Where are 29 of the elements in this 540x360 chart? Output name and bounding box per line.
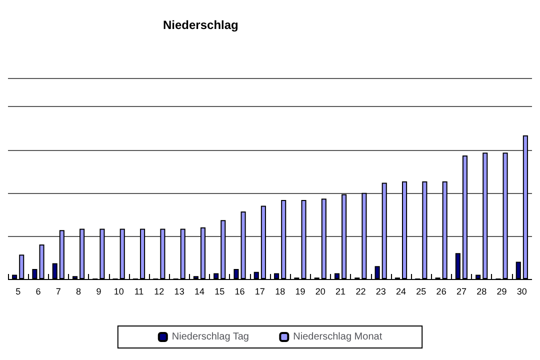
x-tick-label: 16 <box>234 286 245 296</box>
x-tick-label: 29 <box>496 286 507 296</box>
x-tick-label: 9 <box>96 286 102 296</box>
x-tick-label: 22 <box>356 286 366 296</box>
x-tick-label: 17 <box>254 286 265 296</box>
x-tick-label: 6 <box>36 286 41 296</box>
x-tick-label: 13 <box>174 286 184 296</box>
x-tick-label: 7 <box>56 286 61 296</box>
x-tick-label: 27 <box>456 286 466 296</box>
x-tick-label: 25 <box>416 286 426 296</box>
x-tick-label: 5 <box>16 286 21 296</box>
x-tick-label: 21 <box>336 286 346 296</box>
x-tick-label: 30 <box>516 286 527 296</box>
x-tick-label: 15 <box>214 286 225 296</box>
x-tick-label: 18 <box>275 286 286 296</box>
x-tick-label: 24 <box>396 286 406 296</box>
x-tick-label: 10 <box>114 286 124 296</box>
x-tick-label: 26 <box>436 286 446 296</box>
legend-label: Niederschlag Tag <box>172 332 249 342</box>
x-tick-label: 11 <box>134 286 144 296</box>
x-tick-label: 20 <box>315 286 326 296</box>
x-tick-label: 28 <box>476 286 487 296</box>
x-tick-label: 12 <box>154 286 164 296</box>
x-tick-label: 8 <box>76 286 82 296</box>
legend-label: Niederschlag Monat <box>293 332 382 342</box>
x-tick-label: 23 <box>376 286 386 296</box>
chart-title: Niederschlag <box>163 18 238 32</box>
x-tick-label: 14 <box>194 286 204 296</box>
x-tick-label: 19 <box>295 286 306 296</box>
